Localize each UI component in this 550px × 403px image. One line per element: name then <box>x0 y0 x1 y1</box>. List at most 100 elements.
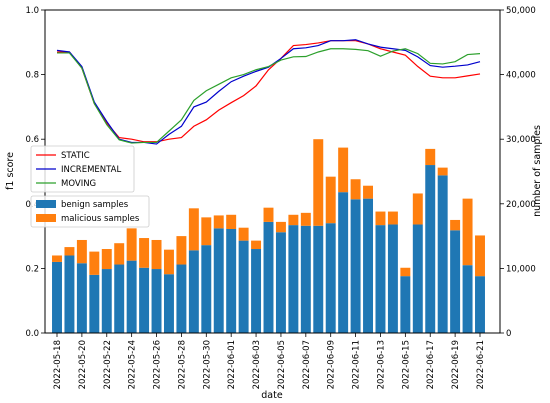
bar-benign <box>64 255 75 333</box>
bar-benign <box>387 224 398 333</box>
bar-benign <box>450 230 461 333</box>
bar-malicious <box>325 176 336 224</box>
y-left-tick-label: 0.2 <box>25 264 39 274</box>
bars-layer <box>52 139 485 333</box>
x-tick-label: 2022-05-20 <box>78 340 88 389</box>
legend-moving-label: MOVING <box>61 179 96 189</box>
bar-benign <box>151 269 162 333</box>
legend-static-label: STATIC <box>61 151 90 161</box>
bar-malicious <box>437 167 448 176</box>
y-axis-right-label: number of samples <box>532 125 543 217</box>
bar-malicious <box>450 219 461 231</box>
x-tick-label: 2022-05-28 <box>177 340 187 389</box>
bar-benign <box>325 223 336 333</box>
bar-benign <box>101 269 112 333</box>
y-right-tick-label: 0 <box>506 329 511 339</box>
bar-benign <box>375 225 386 333</box>
bar-benign <box>139 267 150 333</box>
bar-malicious <box>188 208 199 251</box>
bar-benign <box>425 165 436 333</box>
bar-benign <box>163 274 174 333</box>
x-tick-label: 2022-06-15 <box>401 340 411 389</box>
bar-malicious <box>375 211 386 226</box>
bar-malicious <box>300 212 311 226</box>
x-tick-label: 2022-06-01 <box>227 340 237 389</box>
bar-malicious <box>462 198 473 266</box>
y-right-tick-label: 30,000 <box>506 135 536 145</box>
bar-malicious <box>350 179 361 200</box>
bar-malicious <box>226 214 237 229</box>
bar-malicious <box>400 267 411 277</box>
lines-layer <box>56 39 481 145</box>
bar-malicious <box>89 251 100 275</box>
y-right-tick-label: 40,000 <box>506 71 536 81</box>
line-moving <box>57 48 481 144</box>
bar-benign <box>363 198 374 333</box>
bar-benign <box>350 199 361 333</box>
bar-malicious <box>114 243 125 265</box>
bar-benign <box>275 232 286 333</box>
x-tick-label: 2022-06-05 <box>277 340 287 389</box>
bar-malicious <box>139 238 150 268</box>
bar-benign <box>251 249 262 333</box>
bar-malicious <box>263 207 274 222</box>
bar-benign <box>201 245 212 333</box>
bar-benign <box>400 276 411 333</box>
bar-malicious <box>475 235 485 277</box>
bar-malicious <box>76 239 87 264</box>
bar-benign <box>226 228 237 333</box>
x-tick-label: 2022-06-19 <box>451 340 461 389</box>
bar-benign <box>288 225 299 333</box>
legend-lines: STATIC INCREMENTAL MOVING <box>30 145 135 193</box>
bar-malicious <box>412 193 423 225</box>
bar-benign <box>238 240 249 333</box>
bar-benign <box>263 221 274 333</box>
y-right-tick-label: 10,000 <box>506 264 536 274</box>
line-static <box>57 40 481 143</box>
bar-malicious <box>213 215 224 229</box>
right-axis: 0 10,000 20,000 30,000 40,000 50,000 <box>500 6 536 339</box>
bar-malicious <box>151 239 162 270</box>
x-tick-label: 2022-06-07 <box>302 340 312 389</box>
y-left-tick-label: 1.0 <box>25 6 39 16</box>
x-tick-label: 2022-06-11 <box>352 340 362 389</box>
legend-malicious-swatch <box>36 214 56 222</box>
x-axis: 2022-05-18 2022-05-20 2022-05-22 2022-05-24… <box>53 333 486 389</box>
bar-benign <box>300 225 311 333</box>
bar-malicious <box>163 249 174 275</box>
bar-benign <box>188 250 199 333</box>
bar-benign <box>52 261 62 333</box>
bar-benign <box>462 265 473 333</box>
bar-malicious <box>251 240 262 250</box>
legend-benign-label: benign samples <box>61 200 129 210</box>
y-right-tick-label: 50,000 <box>506 6 536 16</box>
legend-malicious-label: malicious samples <box>61 214 140 224</box>
legend-bars-box <box>30 195 150 228</box>
x-tick-label: 2022-06-13 <box>376 340 386 389</box>
bar-malicious <box>126 228 137 261</box>
legend-bars: benign samples malicious samples <box>30 195 150 228</box>
legend-lines-box <box>30 145 135 193</box>
x-tick-label: 2022-05-22 <box>103 340 113 389</box>
bar-benign <box>89 274 100 333</box>
x-tick-label: 2022-05-30 <box>202 340 212 389</box>
legend-benign-swatch <box>36 200 56 208</box>
y-left-tick-label: 0.6 <box>25 135 39 145</box>
bar-malicious <box>338 147 349 193</box>
x-tick-label: 2022-06-21 <box>476 340 486 389</box>
x-tick-label: 2022-06-09 <box>327 340 337 389</box>
bar-malicious <box>313 139 324 226</box>
bar-benign <box>213 228 224 333</box>
bar-malicious <box>201 217 212 246</box>
bar-benign <box>76 263 87 333</box>
bar-benign <box>126 260 137 333</box>
x-tick-label: 2022-05-18 <box>53 340 63 389</box>
bar-malicious <box>363 185 374 199</box>
bar-malicious <box>387 211 398 225</box>
bar-malicious <box>238 227 249 241</box>
bar-malicious <box>288 214 299 226</box>
bar-malicious <box>101 249 112 270</box>
x-axis-label: date <box>261 390 283 401</box>
bar-benign <box>114 264 125 333</box>
